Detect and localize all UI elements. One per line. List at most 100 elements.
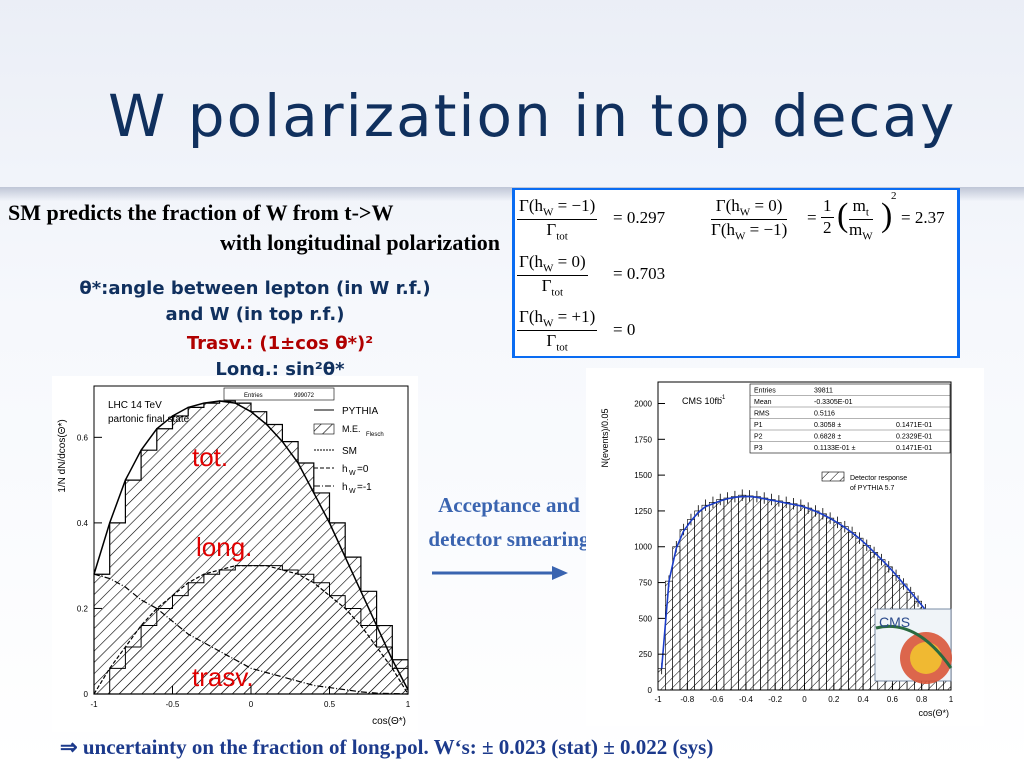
formula-panel: Γ(hW = −1) Γtot = 0.297 Γ(hW = 0) Γ(hW =… xyxy=(512,188,960,358)
theta-definition-line2: and W (in top r.f.) xyxy=(165,304,345,325)
left-stats-box xyxy=(223,387,335,401)
right-bar xyxy=(774,500,783,691)
formula-ratio-equals: = xyxy=(807,208,817,227)
right-bar xyxy=(730,496,739,691)
legend-me-sub: Flesch xyxy=(366,432,384,438)
right-xaxis-label: cos(Θ*) xyxy=(918,708,949,718)
right-bar xyxy=(848,532,857,691)
formula-ratio-denominator: Γ(hW = −1) xyxy=(711,220,788,243)
trasv-formula: Trasv.: (1±cos θ*)² xyxy=(186,333,374,354)
right-bar xyxy=(767,499,776,691)
legend-h0-label: h xyxy=(342,464,348,475)
sm-curve xyxy=(93,400,409,691)
right-legend-line1: Detector response xyxy=(850,475,907,482)
right-ytick-label: 0 xyxy=(648,686,653,695)
sm-prediction-text: SM predicts the fraction of W from t->W … xyxy=(8,198,508,258)
right-xtick-label: 0.6 xyxy=(887,695,899,704)
right-bar xyxy=(665,580,673,691)
right-stats-label: P1 xyxy=(754,422,763,429)
right-bar xyxy=(745,495,754,691)
hminus-curve xyxy=(93,573,409,695)
right-xtick-label: 0.2 xyxy=(828,695,840,704)
theta-definition: θ*:angle between lepton (in W r.f.) and … xyxy=(20,276,490,328)
right-stats-value: 0.1133E-01 ± xyxy=(814,445,856,452)
formula-ratio-exponent: 2 xyxy=(891,190,897,202)
right-ytick-label: 2000 xyxy=(634,399,652,408)
right-xtick-label: 0.8 xyxy=(916,695,928,704)
right-bar xyxy=(855,537,864,691)
left-header-line1: LHC 14 TeV xyxy=(108,400,162,411)
right-xtick-label: -0.2 xyxy=(768,695,782,704)
formula-hzero-numerator: Γ(hW = 0) xyxy=(517,252,588,277)
formula-hminus-fraction: Γ(hW = −1) Γtot xyxy=(517,196,598,243)
legend-hminus-label: h xyxy=(342,482,348,493)
right-bar xyxy=(811,510,820,691)
acceptance-text: Acceptance and detector smearing xyxy=(394,488,624,556)
formula-hzero-denominator: Γtot xyxy=(541,276,564,299)
right-bar xyxy=(672,546,681,691)
right-xtick-label: 0.4 xyxy=(858,695,870,704)
right-stats-label: Entries xyxy=(754,388,776,395)
right-ytick-label: 1750 xyxy=(634,435,652,444)
right-fit-curve xyxy=(660,495,949,669)
right-ytick-label: 1500 xyxy=(634,471,652,480)
right-xtick-label: -0.4 xyxy=(739,695,753,704)
left-xtick-label: -1 xyxy=(90,700,98,709)
conclusion-text: ⇒ uncertainty on the fraction of long.po… xyxy=(60,735,714,759)
right-stats-value: -0.3305E-01 xyxy=(814,399,853,406)
right-bar xyxy=(796,504,805,691)
right-xtick-label: -1 xyxy=(654,695,662,704)
right-bar xyxy=(826,517,835,691)
left-xtick-label: 0.5 xyxy=(324,700,336,709)
right-bar xyxy=(679,529,688,691)
legend-hminus-tail: =-1 xyxy=(357,482,372,493)
legend-me-swatch xyxy=(313,423,335,435)
right-plot-svg: 0 250 500 750 1000 1250 1500 1750 2000 -1 -0.8 -0.6… xyxy=(600,381,954,718)
formula-ratio-lparen: ( xyxy=(837,197,849,234)
legend-h0-sub: W xyxy=(349,470,356,477)
right-bar xyxy=(804,507,813,691)
formula-ratio-rparen: ) xyxy=(881,197,893,234)
right-ytick-label: 750 xyxy=(639,579,653,588)
annotation-tot: tot. xyxy=(192,442,228,472)
right-chart-title-sup: -1 xyxy=(720,395,726,401)
right-bar xyxy=(694,510,703,691)
right-bar xyxy=(840,526,849,691)
formula-hplus-fraction: Γ(hW = +1) Γtot xyxy=(517,307,598,354)
formula-hzero-fraction: Γ(hW = 0) Γtot xyxy=(517,252,588,299)
formula-hminus-denominator: Γtot xyxy=(546,220,568,243)
right-xtick-label: 1 xyxy=(949,695,954,704)
formula-hzero-value: = 0.703 xyxy=(613,264,666,283)
left-xtick-label: 1 xyxy=(406,700,411,709)
left-ytick-label: 0 xyxy=(84,690,89,699)
formula-hminus-numerator: Γ(hW = −1) xyxy=(517,196,598,221)
right-ytick-label: 1250 xyxy=(634,507,652,516)
right-bar xyxy=(738,494,747,691)
theta-definition-line1: θ*:angle between lepton (in W r.f.) xyxy=(79,278,431,299)
left-stats-entries-value: 999072 xyxy=(294,393,315,399)
right-bar xyxy=(687,519,695,691)
formula-ratio-fraction: Γ(hW = 0) Γ(hW = −1) xyxy=(711,196,788,243)
right-xtick-label: 0 xyxy=(802,695,807,704)
cms-logo-core xyxy=(910,642,942,674)
right-bar xyxy=(760,497,769,691)
right-bar xyxy=(818,513,827,691)
left-header-line2: partonic final state xyxy=(108,414,190,425)
right-ytick-label: 1000 xyxy=(634,543,652,552)
right-bar xyxy=(862,545,871,691)
right-ytick-label: 250 xyxy=(639,650,653,659)
right-bar xyxy=(833,522,842,691)
right-chart-title: CMS 10fb xyxy=(682,396,722,406)
right-bar xyxy=(701,504,710,691)
right-stats-error: 0.1471E-01 xyxy=(896,422,932,429)
right-stats-error: 0.2329E-01 xyxy=(896,434,932,441)
formula-hplus-numerator: Γ(hW = +1) xyxy=(517,307,598,332)
right-ytick-label: 500 xyxy=(639,614,653,623)
right-bar xyxy=(708,502,717,691)
legend-hminus-sub: W xyxy=(349,488,356,495)
right-stats-value: 0.3058 ± xyxy=(814,422,841,429)
right-bar xyxy=(716,499,725,691)
formula-hplus-value: = 0 xyxy=(613,320,636,339)
legend-me-label: M.E. xyxy=(342,424,361,434)
